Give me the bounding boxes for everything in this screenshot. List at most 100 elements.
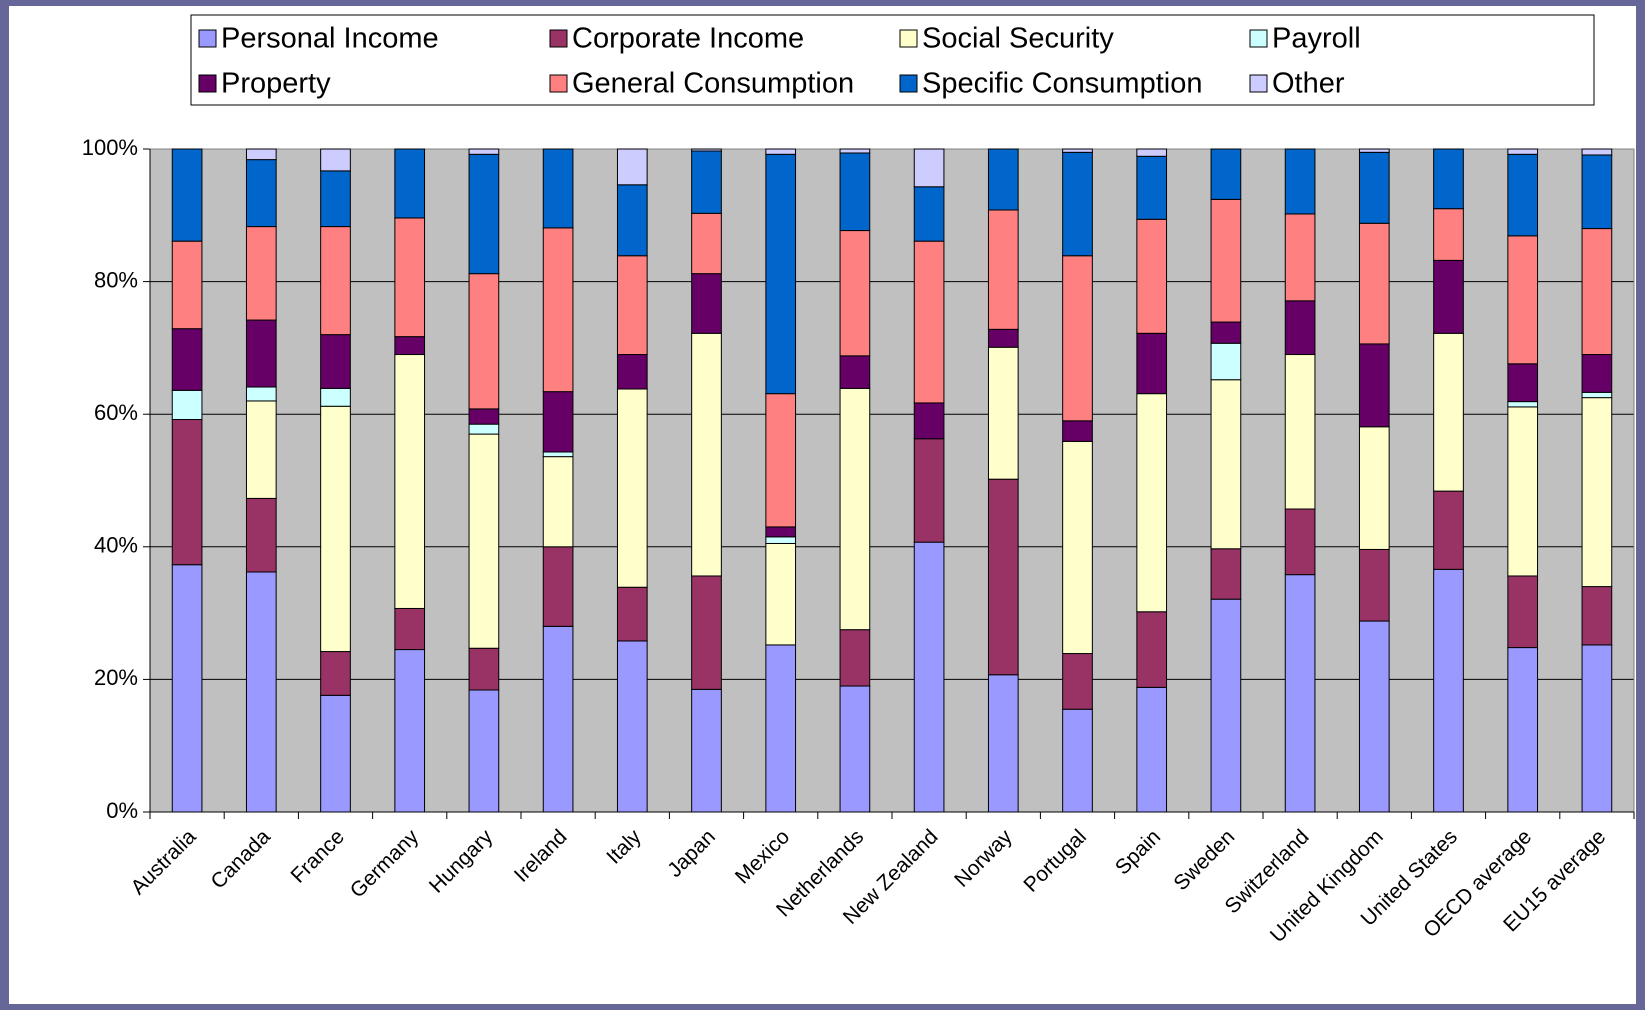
bar-segment (1210, 548, 1242, 600)
bar-segment (468, 408, 500, 425)
bar-segment (394, 336, 426, 356)
legend-swatch (1249, 74, 1268, 93)
bar-segment (691, 150, 722, 214)
legend-swatch (549, 29, 568, 48)
bar-segment (1210, 198, 1242, 323)
bar-segment (765, 526, 797, 538)
bar-segment (468, 153, 500, 275)
bar-segment (1507, 235, 1539, 365)
bar-segment (765, 542, 797, 646)
y-tick-label: 40% (94, 533, 138, 558)
bar-segment (171, 240, 203, 330)
legend-label: Personal Income (221, 23, 439, 55)
bar-segment (1358, 151, 1390, 224)
bar-segment (1358, 148, 1390, 153)
legend-swatch (899, 74, 918, 93)
legend-swatch (198, 29, 217, 48)
bar-segment (691, 148, 722, 152)
bar-segment (839, 148, 871, 154)
bar-segment (913, 148, 945, 188)
bar-segment (320, 334, 351, 389)
bar-segment (1581, 397, 1613, 588)
bar-segment (542, 546, 574, 627)
legend-label: Other (1272, 68, 1345, 100)
bar-segment (691, 688, 722, 813)
bar-segment (468, 148, 500, 155)
bar-segment (1433, 490, 1464, 570)
bar-segment (1136, 155, 1168, 220)
y-tick-label: 0% (106, 798, 138, 823)
bar-segment (1507, 153, 1539, 237)
bar-segment (542, 148, 574, 229)
y-tick-label: 80% (94, 267, 138, 292)
bar-segment (171, 148, 203, 242)
bar-segment (394, 354, 426, 609)
bar-segment (1136, 686, 1168, 813)
bar-segment (394, 607, 426, 651)
bar-segment (1433, 208, 1464, 261)
bar-segment (691, 273, 722, 334)
bar-segment (1433, 148, 1464, 210)
bar-segment (839, 152, 871, 232)
bar-segment (1284, 300, 1316, 356)
bar-segment (1581, 148, 1613, 156)
bar-segment (1581, 154, 1613, 230)
bar-segment (1136, 148, 1168, 157)
bar-segment (245, 571, 277, 813)
bar-segment (839, 355, 871, 389)
bar-segment (245, 159, 277, 228)
bar-segment (1210, 342, 1242, 381)
bar-segment (245, 386, 277, 402)
bar-segment (320, 405, 351, 653)
bar-segment (320, 148, 351, 172)
bar-segment (320, 387, 351, 407)
bar-segment (839, 230, 871, 357)
bar-segment (1284, 148, 1316, 215)
bar-segment (616, 354, 648, 390)
bar-segment (1433, 332, 1464, 492)
legend-swatch (899, 29, 918, 48)
bar-segment (839, 387, 871, 631)
bar-segment (987, 328, 1019, 348)
bar-segment (542, 391, 574, 453)
bar-segment (468, 433, 500, 649)
bar-segment (1507, 647, 1539, 813)
bar-segment (987, 209, 1019, 330)
bar-segment (1136, 393, 1168, 613)
bar-segment (616, 148, 648, 186)
bar-segment (394, 217, 426, 338)
bar-segment (1062, 708, 1093, 813)
bar-segment (1062, 420, 1093, 442)
legend-label: Property (221, 68, 331, 100)
legend-swatch (198, 74, 217, 93)
plot-background (150, 149, 1634, 812)
bar-segment (1581, 586, 1613, 646)
bar-segment (171, 419, 203, 566)
bar-segment (616, 586, 648, 642)
bar-segment (616, 388, 648, 588)
bar-segment (1062, 440, 1093, 655)
bar-segment (320, 651, 351, 696)
bar-segment (1062, 653, 1093, 710)
legend-label: General Consumption (572, 68, 854, 100)
bar-segment (542, 227, 574, 393)
bar-segment (468, 689, 500, 813)
y-tick-label: 100% (82, 135, 138, 160)
bar-segment (1284, 574, 1316, 813)
legend-box (190, 14, 1595, 106)
bar-segment (987, 148, 1019, 211)
bar-segment (765, 153, 797, 395)
bar-segment (1210, 598, 1242, 813)
bar-segment (691, 212, 722, 275)
bar-segment (468, 647, 500, 691)
bar-segment (1210, 379, 1242, 550)
bar-segment (394, 148, 426, 219)
bar-segment (171, 564, 203, 813)
bar-segment (987, 674, 1019, 813)
bar-segment (468, 273, 500, 410)
bar-segment (913, 438, 945, 543)
legend-swatch (1249, 29, 1268, 48)
legend-swatch (549, 74, 568, 93)
bar-segment (1507, 148, 1539, 155)
bar-segment (320, 226, 351, 336)
